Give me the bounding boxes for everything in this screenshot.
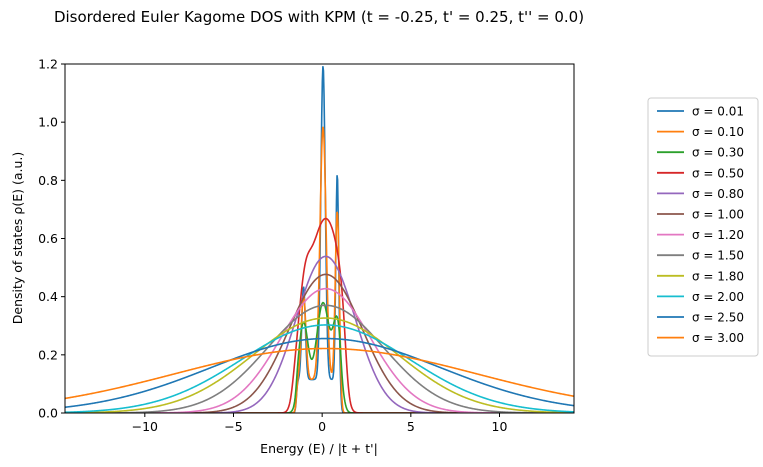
- series-line: [65, 324, 574, 413]
- series-line: [65, 126, 574, 413]
- x-tick-label: 10: [492, 419, 508, 434]
- legend-label: σ = 2.00: [692, 290, 744, 304]
- series-line: [65, 304, 574, 413]
- x-tick-label: −5: [224, 419, 242, 434]
- legend-label: σ = 1.00: [692, 208, 744, 222]
- y-tick-label: 1.2: [38, 57, 58, 72]
- legend-label: σ = 0.50: [692, 166, 744, 180]
- x-axis-ticks: −10 −5 0 5 10: [132, 413, 508, 434]
- y-tick-label: 0.6: [38, 231, 58, 246]
- legend: σ = 0.01 σ = 0.10 σ = 0.30 σ = 0.50 σ = 0.80…: [647, 97, 759, 357]
- legend-label: σ = 2.50: [692, 311, 744, 325]
- legend-label: σ = 0.30: [692, 146, 744, 160]
- x-tick-label: −10: [132, 419, 158, 434]
- series-lines: [65, 66, 574, 413]
- legend-label: σ = 0.10: [692, 125, 744, 139]
- series-line: [65, 255, 574, 413]
- series-line: [65, 317, 574, 413]
- series-line: [65, 217, 574, 413]
- legend-label: σ = 3.00: [692, 331, 744, 345]
- y-tick-label: 0.2: [38, 347, 58, 362]
- y-tick-label: 0.0: [38, 406, 58, 421]
- series-line: [65, 347, 574, 400]
- legend-label: σ = 1.50: [692, 249, 744, 263]
- series-line: [65, 337, 574, 409]
- y-tick-label: 1.0: [38, 115, 58, 130]
- chart-title: Disordered Euler Kagome DOS with KPM (t …: [54, 8, 584, 26]
- legend-label: σ = 1.20: [692, 228, 744, 242]
- legend-label: σ = 0.01: [692, 105, 744, 119]
- legend-label: σ = 0.80: [692, 187, 744, 201]
- legend-box: [647, 97, 759, 357]
- x-tick-label: 0: [318, 419, 326, 434]
- y-tick-label: 0.8: [38, 173, 58, 188]
- series-line: [65, 301, 574, 413]
- legend-label: σ = 1.80: [692, 269, 744, 283]
- x-tick-label: 5: [407, 419, 415, 434]
- y-tick-label: 0.4: [38, 289, 58, 304]
- x-axis-label: Energy (E) / |t + t'|: [260, 441, 378, 456]
- y-axis-ticks: 0.0 0.2 0.4 0.6 0.8 1.0 1.2: [38, 57, 65, 421]
- series-line: [65, 66, 574, 413]
- y-axis-label: Density of states ρ(E) (a.u.): [10, 152, 25, 325]
